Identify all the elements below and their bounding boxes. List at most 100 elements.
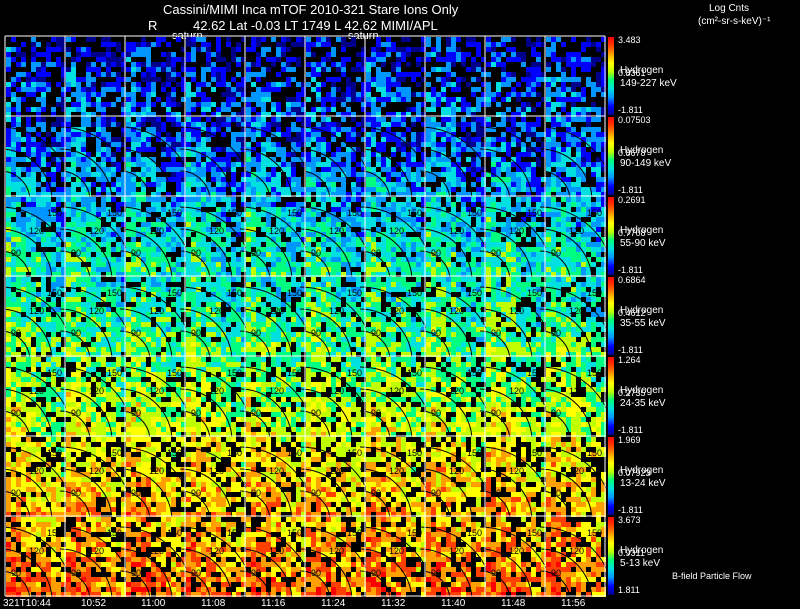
contour-label: 150: [47, 287, 63, 298]
energy-band-label: Hydrogen 149-227 keV: [620, 65, 677, 89]
contour-label: 150: [47, 207, 63, 218]
position-line: 42.62 Lat -0.03 LT 1749 L 42.62 MIMI/APL: [193, 18, 438, 33]
colorbar: [608, 37, 614, 115]
contour-label: 90: [551, 247, 562, 258]
heatmap-panel: [546, 37, 606, 117]
heatmap-panel: [539, 357, 615, 442]
contour-label: 120: [329, 546, 345, 556]
heatmap-panel: [246, 37, 306, 117]
contour-label: 90: [371, 487, 382, 498]
heatmap-panel: [239, 277, 315, 362]
heatmap-panel: [479, 277, 555, 362]
contour-label: 90: [11, 247, 22, 258]
contour-label: 90: [191, 567, 202, 578]
heatmap-panel: [426, 37, 486, 117]
contour-label: 120: [329, 306, 345, 316]
energy-band-label: Hydrogen 90-149 keV: [620, 145, 672, 169]
colorbar-min-label: -1.811: [618, 185, 643, 195]
r-label: R: [148, 18, 158, 33]
contour-label: 150: [227, 207, 243, 218]
contour-label: 150: [287, 367, 303, 378]
heatmap-panel: [239, 117, 315, 202]
contour-label: 90: [431, 487, 442, 498]
contour-label: 120: [89, 226, 105, 236]
heatmap-panel: [539, 277, 615, 362]
contour-label: 150: [407, 367, 423, 378]
contour-label: 150: [587, 447, 603, 458]
contour-label: 150: [107, 367, 123, 378]
contour-label: 150: [167, 447, 183, 458]
contour-label: 120: [569, 466, 585, 476]
colorbar: [608, 357, 614, 435]
contour-label: 150: [407, 527, 423, 538]
colorbar-min-label: -1.811: [618, 505, 643, 515]
heatmap-panel: [419, 517, 495, 602]
contour-label: 120: [509, 466, 525, 476]
contour-label: 90: [371, 327, 382, 338]
contour-label: 150: [407, 447, 423, 458]
heatmap-panel: [179, 277, 255, 362]
contour-label: 90: [491, 247, 502, 258]
heatmap-panel: [299, 517, 375, 602]
contour-label: 150: [587, 287, 603, 298]
contour-label: 120: [29, 386, 45, 396]
time-tick-label: 11:48: [501, 598, 526, 609]
contour-label: 90: [191, 487, 202, 498]
contour-label: 150: [467, 447, 483, 458]
contour-label: 90: [251, 567, 262, 578]
contour-label: 120: [329, 226, 345, 236]
contour-label: 120: [29, 466, 45, 476]
contour-label: 150: [527, 367, 543, 378]
heatmap-panel: [419, 437, 495, 522]
contour-label: 120: [29, 226, 45, 236]
contour-label: 90: [311, 327, 322, 338]
contour-label: 120: [389, 306, 405, 316]
contour-label: 120: [149, 466, 165, 476]
contour-label: 150: [287, 527, 303, 538]
contour-label: 120: [569, 386, 585, 396]
colorbar-min-label: -1.811: [618, 105, 643, 115]
contour-label: 120: [209, 226, 225, 236]
contour-label: 150: [227, 367, 243, 378]
contour-label: 120: [89, 466, 105, 476]
contour-label: 120: [269, 306, 285, 316]
contour-label: 150: [347, 527, 363, 538]
colorbar-mid-label: 0.8678: [618, 148, 646, 158]
contour-label: 120: [569, 226, 585, 236]
contour-label: 150: [407, 207, 423, 218]
contour-label: 90: [131, 567, 142, 578]
heatmap-panel: [179, 517, 255, 602]
contour-label: 150: [587, 527, 603, 538]
heatmap-panel: [0, 277, 75, 362]
time-tick-label: 10:52: [81, 598, 107, 609]
contour-label: 150: [467, 287, 483, 298]
heatmap-panel: [359, 117, 435, 202]
contour-label: 90: [551, 327, 562, 338]
energy-band-label: Hydrogen 13-24 keV: [620, 465, 666, 489]
contour-label: 90: [491, 487, 502, 498]
colorbar-min-label: -1.811: [618, 425, 643, 435]
contour-label: 150: [287, 207, 303, 218]
contour-label: 90: [311, 407, 322, 418]
contour-label: 120: [389, 386, 405, 396]
time-tick-label: 11:24: [321, 598, 346, 609]
contour-label: 150: [227, 287, 243, 298]
contour-label: 150: [47, 447, 63, 458]
heatmap-panel: [119, 117, 195, 202]
heatmap-panel: [299, 197, 375, 282]
heatmap-panel: [479, 117, 555, 202]
contour-label: 90: [251, 327, 262, 338]
contour-label: 150: [107, 527, 123, 538]
contour-label: 90: [191, 327, 202, 338]
contour-label: 90: [11, 567, 22, 578]
contour-label: 90: [551, 487, 562, 498]
heatmap-panel: [359, 517, 435, 602]
colorbar-mid-label: 0.4612: [618, 308, 646, 318]
heatmap-panel: [359, 197, 435, 282]
contour-label: 150: [527, 287, 543, 298]
colorbar: [608, 517, 614, 595]
contour-label: 120: [29, 546, 45, 556]
heatmap-panel: [419, 117, 495, 202]
heatmap-panel: [186, 37, 246, 117]
heatmap-panel: [59, 517, 135, 602]
